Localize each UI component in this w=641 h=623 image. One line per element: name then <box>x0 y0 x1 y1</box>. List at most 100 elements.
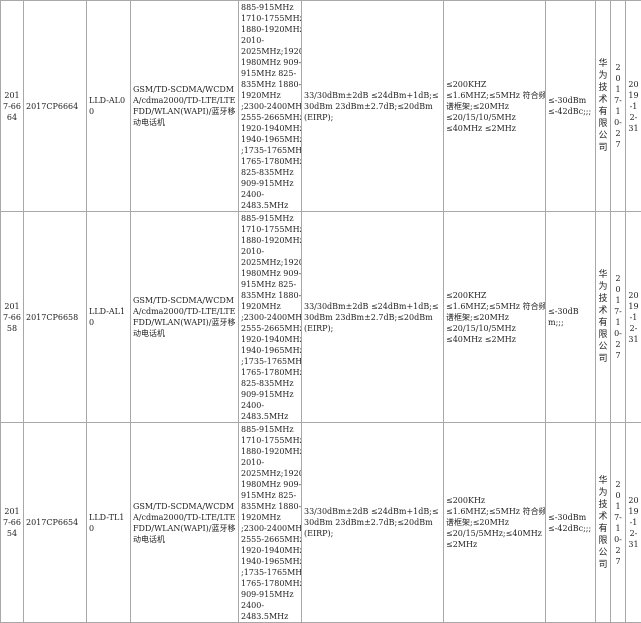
issue-date: 2017-10-27 <box>614 63 622 149</box>
bandwidth-line: ≤40MHz ≤2MHz <box>446 334 543 345</box>
frequency-line: 1765-1780MHz <box>241 367 299 378</box>
model-cell: LLD-AL00 <box>87 1 131 212</box>
bandwidth-line: ≤20/15/10/5MHz <box>446 112 543 123</box>
frequency-line: 1980MHz 909- <box>241 268 299 279</box>
power-cell: 33/30dBm±2dB ≤24dBm+1dB;≤30dBm 23dBm±2.7… <box>302 1 444 212</box>
frequency-line: 2010- <box>241 246 299 257</box>
bandwidth-line: ≤200KHZ <box>446 79 543 90</box>
frequency-line: ;2300-2400MHz <box>241 312 299 323</box>
frequency-line: ;1735-1765MHz <box>241 356 299 367</box>
bandwidth-line: ≤1.6MHZ;≤5MHz 符合频 <box>446 301 543 312</box>
frequency-line: 2483.5MHz <box>241 411 299 422</box>
frequency-line: ;2300-2400MHz <box>241 523 299 534</box>
frequency-line: 1880-1920MHz <box>241 24 299 35</box>
bandwidth-line: 谱框架;≤20MHz <box>446 517 543 528</box>
power-cell: 33/30dBm±2dB ≤24dBm+1dB;≤30dBm 23dBm±2.7… <box>302 423 444 623</box>
frequency-cell: 885-915MHz 1710-1755MHz 1880-1920MHz 201… <box>239 212 302 423</box>
frequency-line: 825-835MHz <box>241 167 299 178</box>
frequency-line: 1940-1965MHz <box>241 134 299 145</box>
bandwidth-line: ≤1.6MHZ;≤5MHz 符合频 <box>446 90 543 101</box>
record-id: 2017-6654 <box>3 507 21 538</box>
frequency-line: 2555-2665MHz <box>241 112 299 123</box>
expiry-date: 2019-12-31 <box>628 496 638 549</box>
power-spec: 33/30dBm±2dB ≤24dBm+1dB;≤30dBm 23dBm±2.7… <box>304 91 439 122</box>
frequency-line: 1920MHz <box>241 301 299 312</box>
bandwidth-line: ≤20/15/10/5MHz <box>446 323 543 334</box>
frequency-line: 1940-1965MHz <box>241 345 299 356</box>
frequency-line: 835MHz 1880- <box>241 501 299 512</box>
frequency-line: 1940-1965MHz <box>241 556 299 567</box>
technology: GSM/TD-SCDMA/WCDMA/cdma2000/TD-LTE/LTE F… <box>133 296 235 338</box>
cert-number-cell: 2017CP6654 <box>24 423 87 623</box>
issue-date: 2017-10-27 <box>614 274 622 360</box>
frequency-line: 915MHz 825- <box>241 68 299 79</box>
bandwidth-line: ≤200KHz <box>446 495 543 506</box>
frequency-cell: 885-915MHz 1710-1755MHz 1880-1920MHz 201… <box>239 423 302 623</box>
frequency-line: 2025MHz;1920- <box>241 468 299 479</box>
frequency-line: 2400- <box>241 189 299 200</box>
record-id-cell: 2017-6658 <box>1 212 24 423</box>
spurious-emission: ≤-30dBm;;; <box>548 307 579 327</box>
bandwidth-line: ≤2MHz <box>446 539 543 550</box>
bandwidth-cell: ≤200KHZ ≤1.6MHZ;≤5MHz 符合频 谱框架;≤20MHz ≤20… <box>444 1 546 212</box>
manufacturer-cell: 华为技术有限公司 <box>596 1 611 212</box>
frequency-line: 1920MHz <box>241 90 299 101</box>
issue-date-cell: 2017-10-27 <box>611 1 626 212</box>
bandwidth-line: 谱框架;≤20MHz <box>446 101 543 112</box>
bandwidth-line: ≤200KHZ <box>446 290 543 301</box>
spurious-emission: ≤-30dBm ≤-42dBc;;; <box>548 96 591 116</box>
frequency-line: 915MHz 825- <box>241 490 299 501</box>
frequency-line: 909-915MHz <box>241 178 299 189</box>
technology-cell: GSM/TD-SCDMA/WCDMA/cdma2000/TD-LTE/LTE F… <box>131 212 239 423</box>
issue-date: 2017-10-27 <box>614 480 622 566</box>
frequency-line: 2555-2665MHz <box>241 534 299 545</box>
frequency-line: 885-915MHz <box>241 424 299 435</box>
frequency-line: 825-835MHz <box>241 378 299 389</box>
frequency-line: 1880-1920MHz <box>241 446 299 457</box>
frequency-line: 1920-1940MHz <box>241 123 299 134</box>
issue-date-cell: 2017-10-27 <box>611 423 626 623</box>
bandwidth-line: 谱框架;≤20MHz <box>446 312 543 323</box>
frequency-line: 2400- <box>241 600 299 611</box>
cert-number-cell: 2017CP6658 <box>24 212 87 423</box>
record-id-cell: 2017-6664 <box>1 1 24 212</box>
spurious-cell: ≤-30dBm ≤-42dBc;;; <box>546 1 596 212</box>
frequency-line: 2400- <box>241 400 299 411</box>
frequency-line: 1710-1755MHz <box>241 224 299 235</box>
frequency-line: 1920MHz <box>241 512 299 523</box>
frequency-cell: 885-915MHz 1710-1755MHz 1880-1920MHz 201… <box>239 1 302 212</box>
table-row: 2017-6664 2017CP6664 LLD-AL00 GSM/TD-SCD… <box>1 1 641 212</box>
frequency-line: ;2300-2400MHz <box>241 101 299 112</box>
table-row: 2017-6654 2017CP6654 LLD-TL10 GSM/TD-SCD… <box>1 423 641 623</box>
manufacturer-cell: 华为技术有限公司 <box>596 212 611 423</box>
power-spec: 33/30dBm±2dB ≤24dBm+1dB;≤30dBm 23dBm±2.7… <box>304 302 439 333</box>
frequency-line: 915MHz 825- <box>241 279 299 290</box>
bandwidth-line: ≤20/15/5MHz;≤40MHz <box>446 528 543 539</box>
model-number: LLD-AL10 <box>89 307 125 327</box>
technology: GSM/TD-SCDMA/WCDMA/cdma2000/TD-LTE/LTE F… <box>133 85 235 127</box>
table-row: 2017-6658 2017CP6658 LLD-AL10 GSM/TD-SCD… <box>1 212 641 423</box>
power-spec: 33/30dBm±2dB ≤24dBm+1dB;≤30dBm 23dBm±2.7… <box>304 507 439 538</box>
record-id-cell: 2017-6654 <box>1 423 24 623</box>
technology-cell: GSM/TD-SCDMA/WCDMA/cdma2000/TD-LTE/LTE F… <box>131 1 239 212</box>
frequency-line: 2483.5MHz <box>241 611 299 622</box>
spurious-cell: ≤-30dBm;;; <box>546 212 596 423</box>
bandwidth-cell: ≤200KHz ≤1.6MHZ;≤5MHz 符合频 谱框架;≤20MHz ≤20… <box>444 423 546 623</box>
frequency-line: 1765-1780MHz <box>241 578 299 589</box>
expiry-date-cell: 2019-12-31 <box>626 212 641 423</box>
frequency-line: 1920-1940MHz <box>241 334 299 345</box>
frequency-line: 885-915MHz <box>241 2 299 13</box>
cert-number: 2017CP6664 <box>26 102 78 111</box>
frequency-line: 2025MHz;1920- <box>241 257 299 268</box>
manufacturer: 华为技术有限公司 <box>598 475 608 571</box>
frequency-line: ;1735-1765MHz <box>241 567 299 578</box>
frequency-line: 2483.5MHz <box>241 200 299 211</box>
power-cell: 33/30dBm±2dB ≤24dBm+1dB;≤30dBm 23dBm±2.7… <box>302 212 444 423</box>
frequency-line: 835MHz 1880- <box>241 79 299 90</box>
frequency-line: 2025MHz;1920- <box>241 46 299 57</box>
issue-date-cell: 2017-10-27 <box>611 212 626 423</box>
technology: GSM/TD-SCDMA/WCDMA/cdma2000/TD-LTE/LTE F… <box>133 502 235 544</box>
frequency-line: 2555-2665MHz <box>241 323 299 334</box>
frequency-line: 1980MHz 909- <box>241 479 299 490</box>
